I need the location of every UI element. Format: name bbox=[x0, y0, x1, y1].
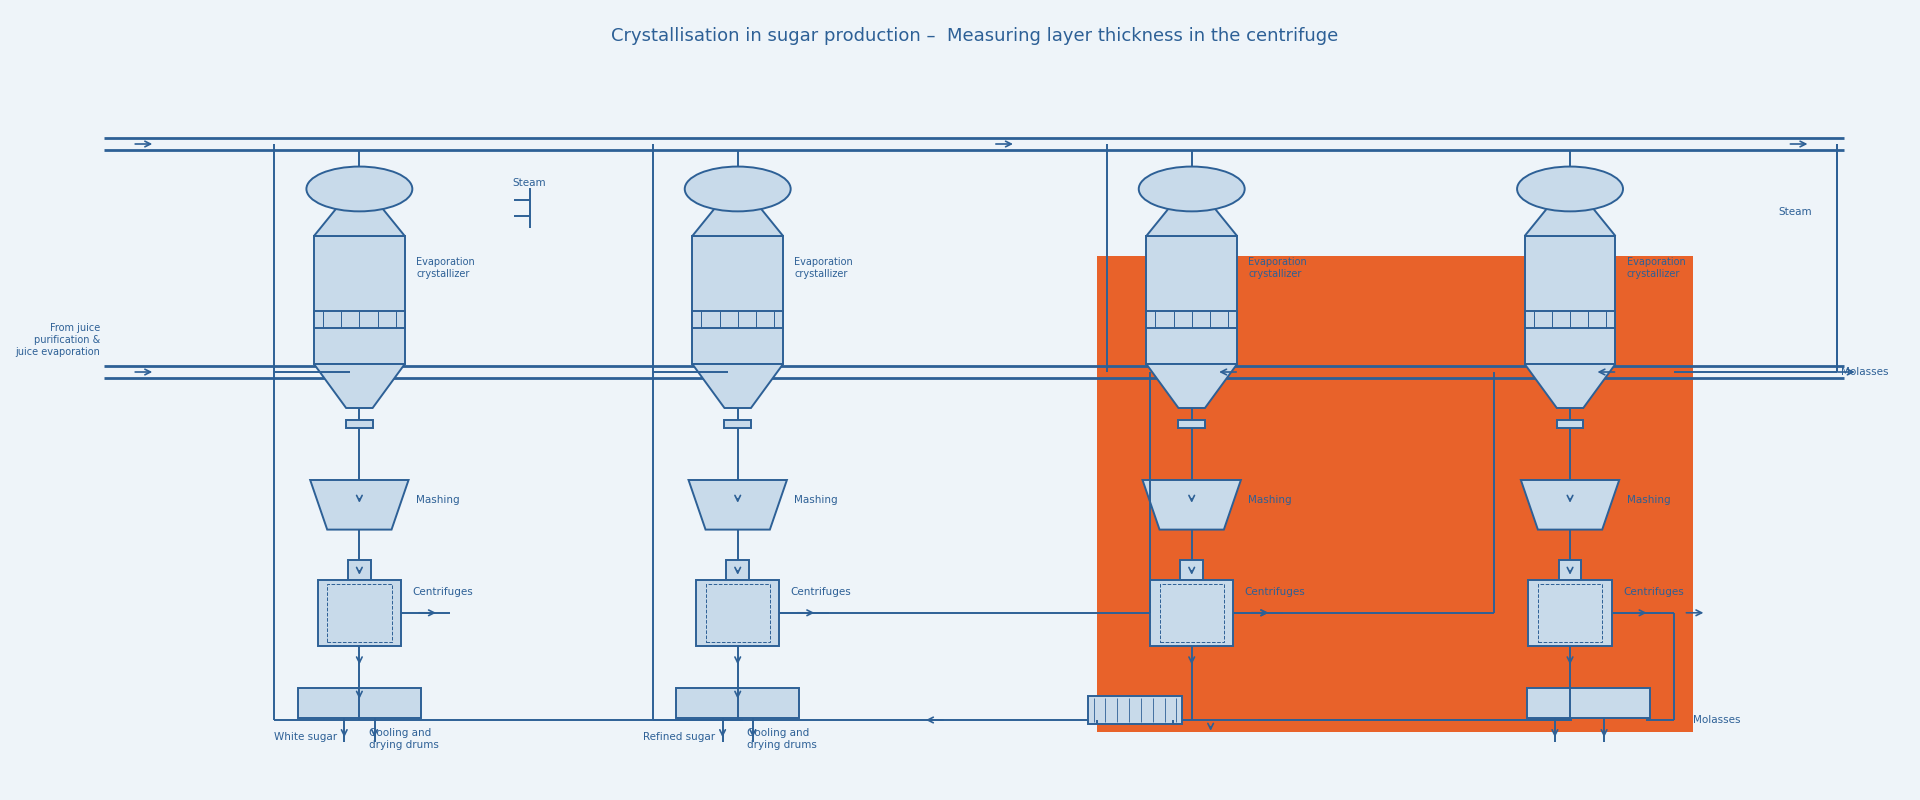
Text: From juice
purification &
juice evaporation: From juice purification & juice evaporat… bbox=[15, 323, 100, 357]
Circle shape bbox=[1517, 166, 1622, 211]
Text: Evaporation
crystallizer: Evaporation crystallizer bbox=[1248, 258, 1308, 278]
Polygon shape bbox=[1521, 480, 1619, 530]
Polygon shape bbox=[1559, 560, 1582, 580]
Text: Mashing: Mashing bbox=[1248, 495, 1292, 505]
Text: Mashing: Mashing bbox=[417, 495, 459, 505]
Polygon shape bbox=[1087, 696, 1183, 724]
Text: Steam: Steam bbox=[513, 178, 547, 188]
Polygon shape bbox=[697, 580, 780, 646]
Polygon shape bbox=[1150, 580, 1233, 646]
Text: Centrifuges: Centrifuges bbox=[413, 587, 472, 597]
Polygon shape bbox=[298, 688, 420, 718]
Text: White sugar: White sugar bbox=[273, 732, 336, 742]
Polygon shape bbox=[1528, 688, 1651, 718]
Polygon shape bbox=[693, 310, 783, 328]
Text: Centrifuges: Centrifuges bbox=[1244, 587, 1306, 597]
Polygon shape bbox=[693, 364, 783, 408]
Polygon shape bbox=[311, 480, 409, 530]
Polygon shape bbox=[724, 420, 751, 428]
Polygon shape bbox=[689, 480, 787, 530]
Text: Evaporation
crystallizer: Evaporation crystallizer bbox=[417, 258, 474, 278]
Polygon shape bbox=[1524, 208, 1615, 236]
Polygon shape bbox=[348, 560, 371, 580]
Polygon shape bbox=[1528, 580, 1611, 646]
Polygon shape bbox=[317, 580, 401, 646]
Polygon shape bbox=[1142, 480, 1240, 530]
Polygon shape bbox=[676, 688, 799, 718]
Polygon shape bbox=[1146, 208, 1236, 236]
Polygon shape bbox=[1146, 310, 1236, 328]
Polygon shape bbox=[693, 236, 783, 364]
FancyBboxPatch shape bbox=[1096, 256, 1693, 732]
Polygon shape bbox=[1557, 420, 1584, 428]
Text: Mashing: Mashing bbox=[795, 495, 839, 505]
Polygon shape bbox=[1524, 310, 1615, 328]
Text: Centrifuges: Centrifuges bbox=[1622, 587, 1684, 597]
Circle shape bbox=[1139, 166, 1244, 211]
Circle shape bbox=[685, 166, 791, 211]
Polygon shape bbox=[1524, 364, 1615, 408]
Text: Evaporation
crystallizer: Evaporation crystallizer bbox=[1626, 258, 1686, 278]
Text: Refined sugar: Refined sugar bbox=[643, 732, 714, 742]
Circle shape bbox=[307, 166, 413, 211]
Text: Molasses: Molasses bbox=[1841, 367, 1887, 377]
Text: Molasses: Molasses bbox=[1693, 715, 1741, 725]
Polygon shape bbox=[1146, 364, 1236, 408]
Polygon shape bbox=[315, 208, 405, 236]
Polygon shape bbox=[315, 310, 405, 328]
Text: Crystallisation in sugar production –  Measuring layer thickness in the centrifu: Crystallisation in sugar production – Me… bbox=[611, 27, 1338, 45]
Polygon shape bbox=[315, 236, 405, 364]
Text: Centrifuges: Centrifuges bbox=[791, 587, 851, 597]
Text: Cooling and
drying drums: Cooling and drying drums bbox=[369, 728, 438, 750]
Polygon shape bbox=[346, 420, 372, 428]
Polygon shape bbox=[1181, 560, 1204, 580]
Polygon shape bbox=[1179, 420, 1206, 428]
Polygon shape bbox=[315, 364, 405, 408]
Polygon shape bbox=[693, 208, 783, 236]
Text: Mashing: Mashing bbox=[1626, 495, 1670, 505]
Text: Evaporation
crystallizer: Evaporation crystallizer bbox=[795, 258, 852, 278]
Polygon shape bbox=[1146, 236, 1236, 364]
Text: Cooling and
drying drums: Cooling and drying drums bbox=[747, 728, 818, 750]
Polygon shape bbox=[726, 560, 749, 580]
Polygon shape bbox=[1524, 236, 1615, 364]
Text: Steam: Steam bbox=[1778, 207, 1812, 217]
